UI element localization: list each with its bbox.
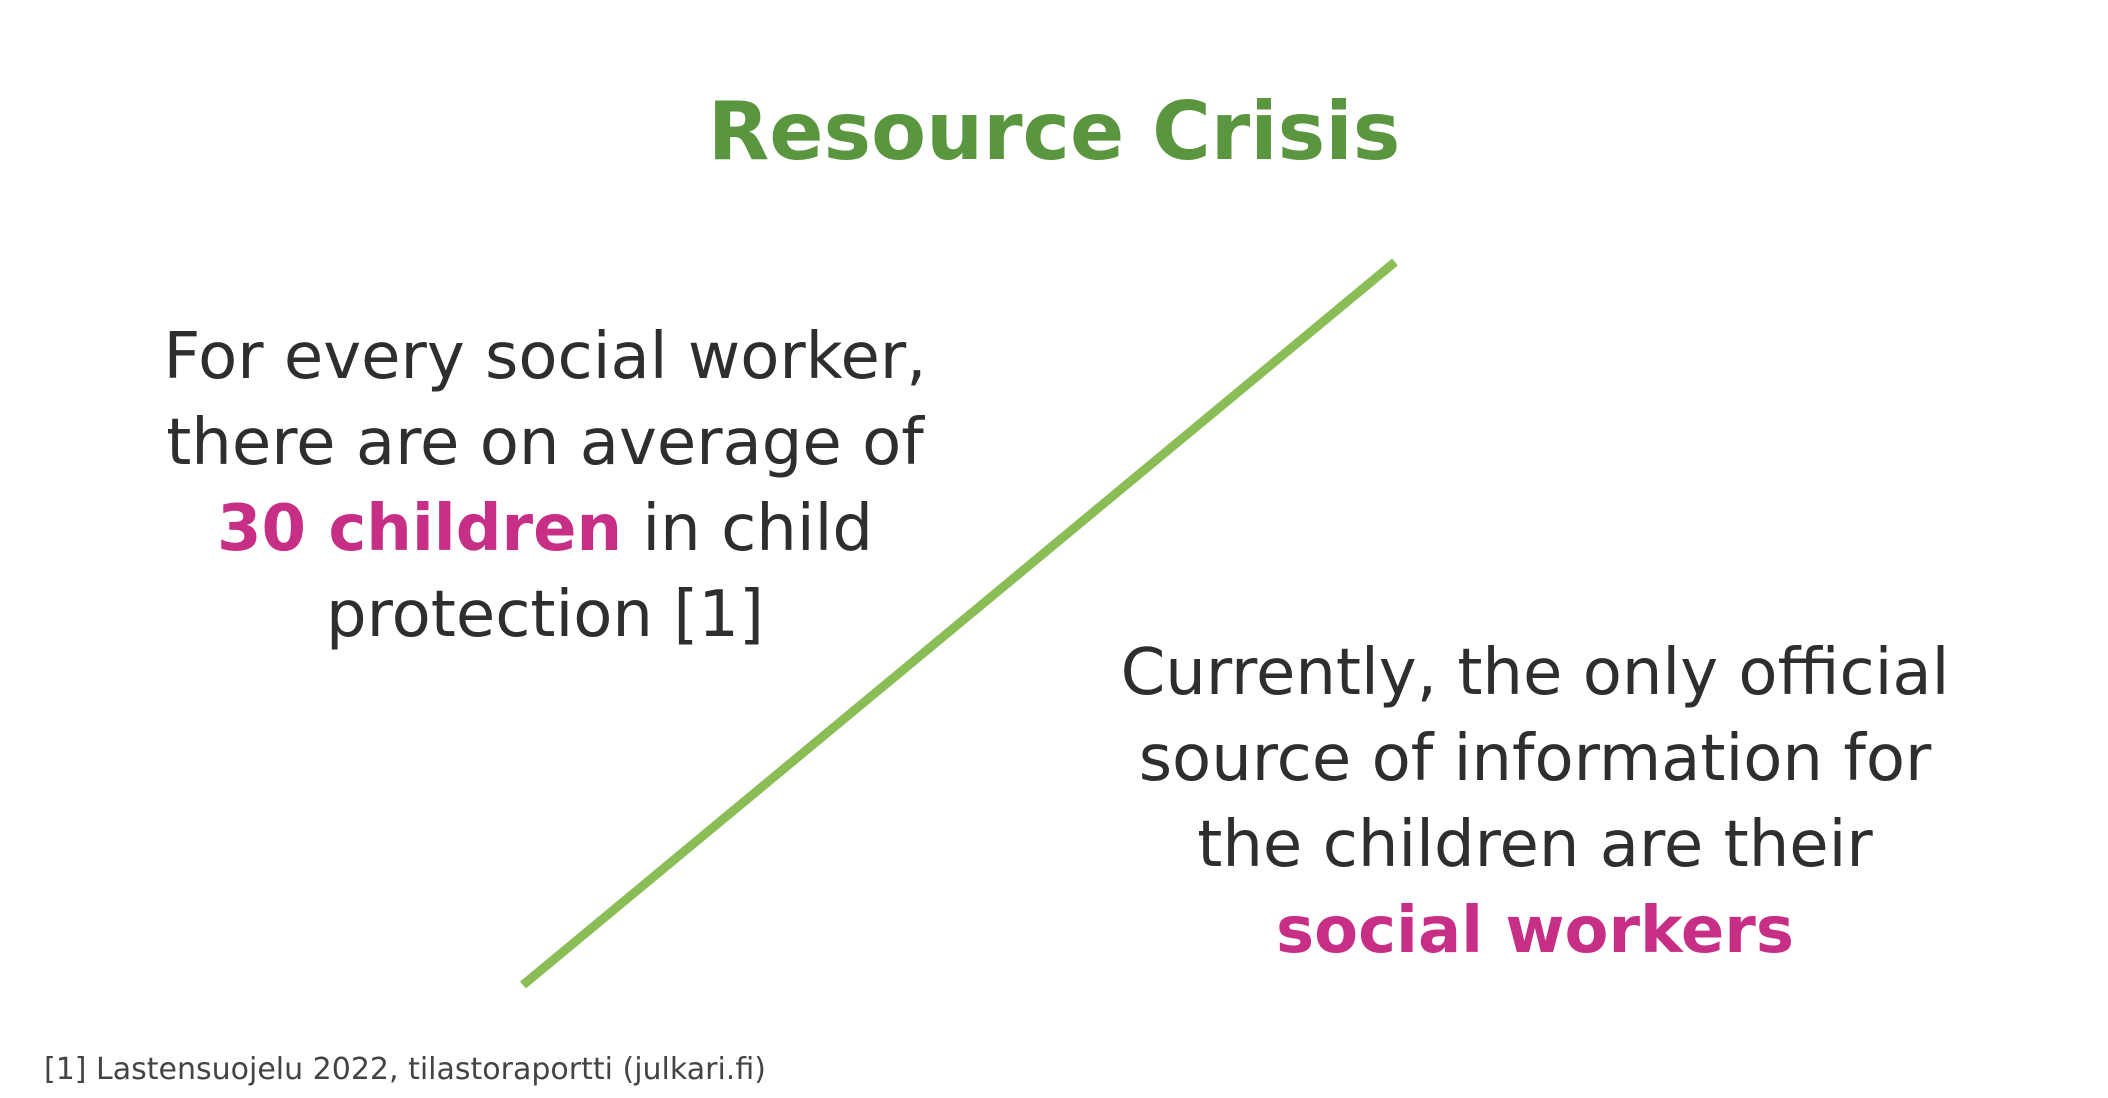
right-statement: Currently, the only official source of i… xyxy=(1070,630,2000,974)
right-line-2: source of information for xyxy=(1138,722,1932,796)
left-statement: For every social worker, there are on av… xyxy=(120,314,970,658)
right-line-1: Currently, the only official xyxy=(1120,636,1950,710)
slide-title: Resource Crisis xyxy=(707,85,1401,178)
left-line-1: For every social worker, xyxy=(163,320,927,394)
left-line-4: protection [1] xyxy=(326,578,764,652)
children-count-highlight: 30 children xyxy=(216,492,623,566)
left-line-3-rest: in child xyxy=(622,492,874,566)
left-line-2: there are on average of xyxy=(166,406,924,480)
footnote: [1] Lastensuojelu 2022, tilastoraportti … xyxy=(44,1052,766,1087)
social-workers-highlight: social workers xyxy=(1276,894,1794,968)
right-line-3: the children are their xyxy=(1197,808,1873,882)
